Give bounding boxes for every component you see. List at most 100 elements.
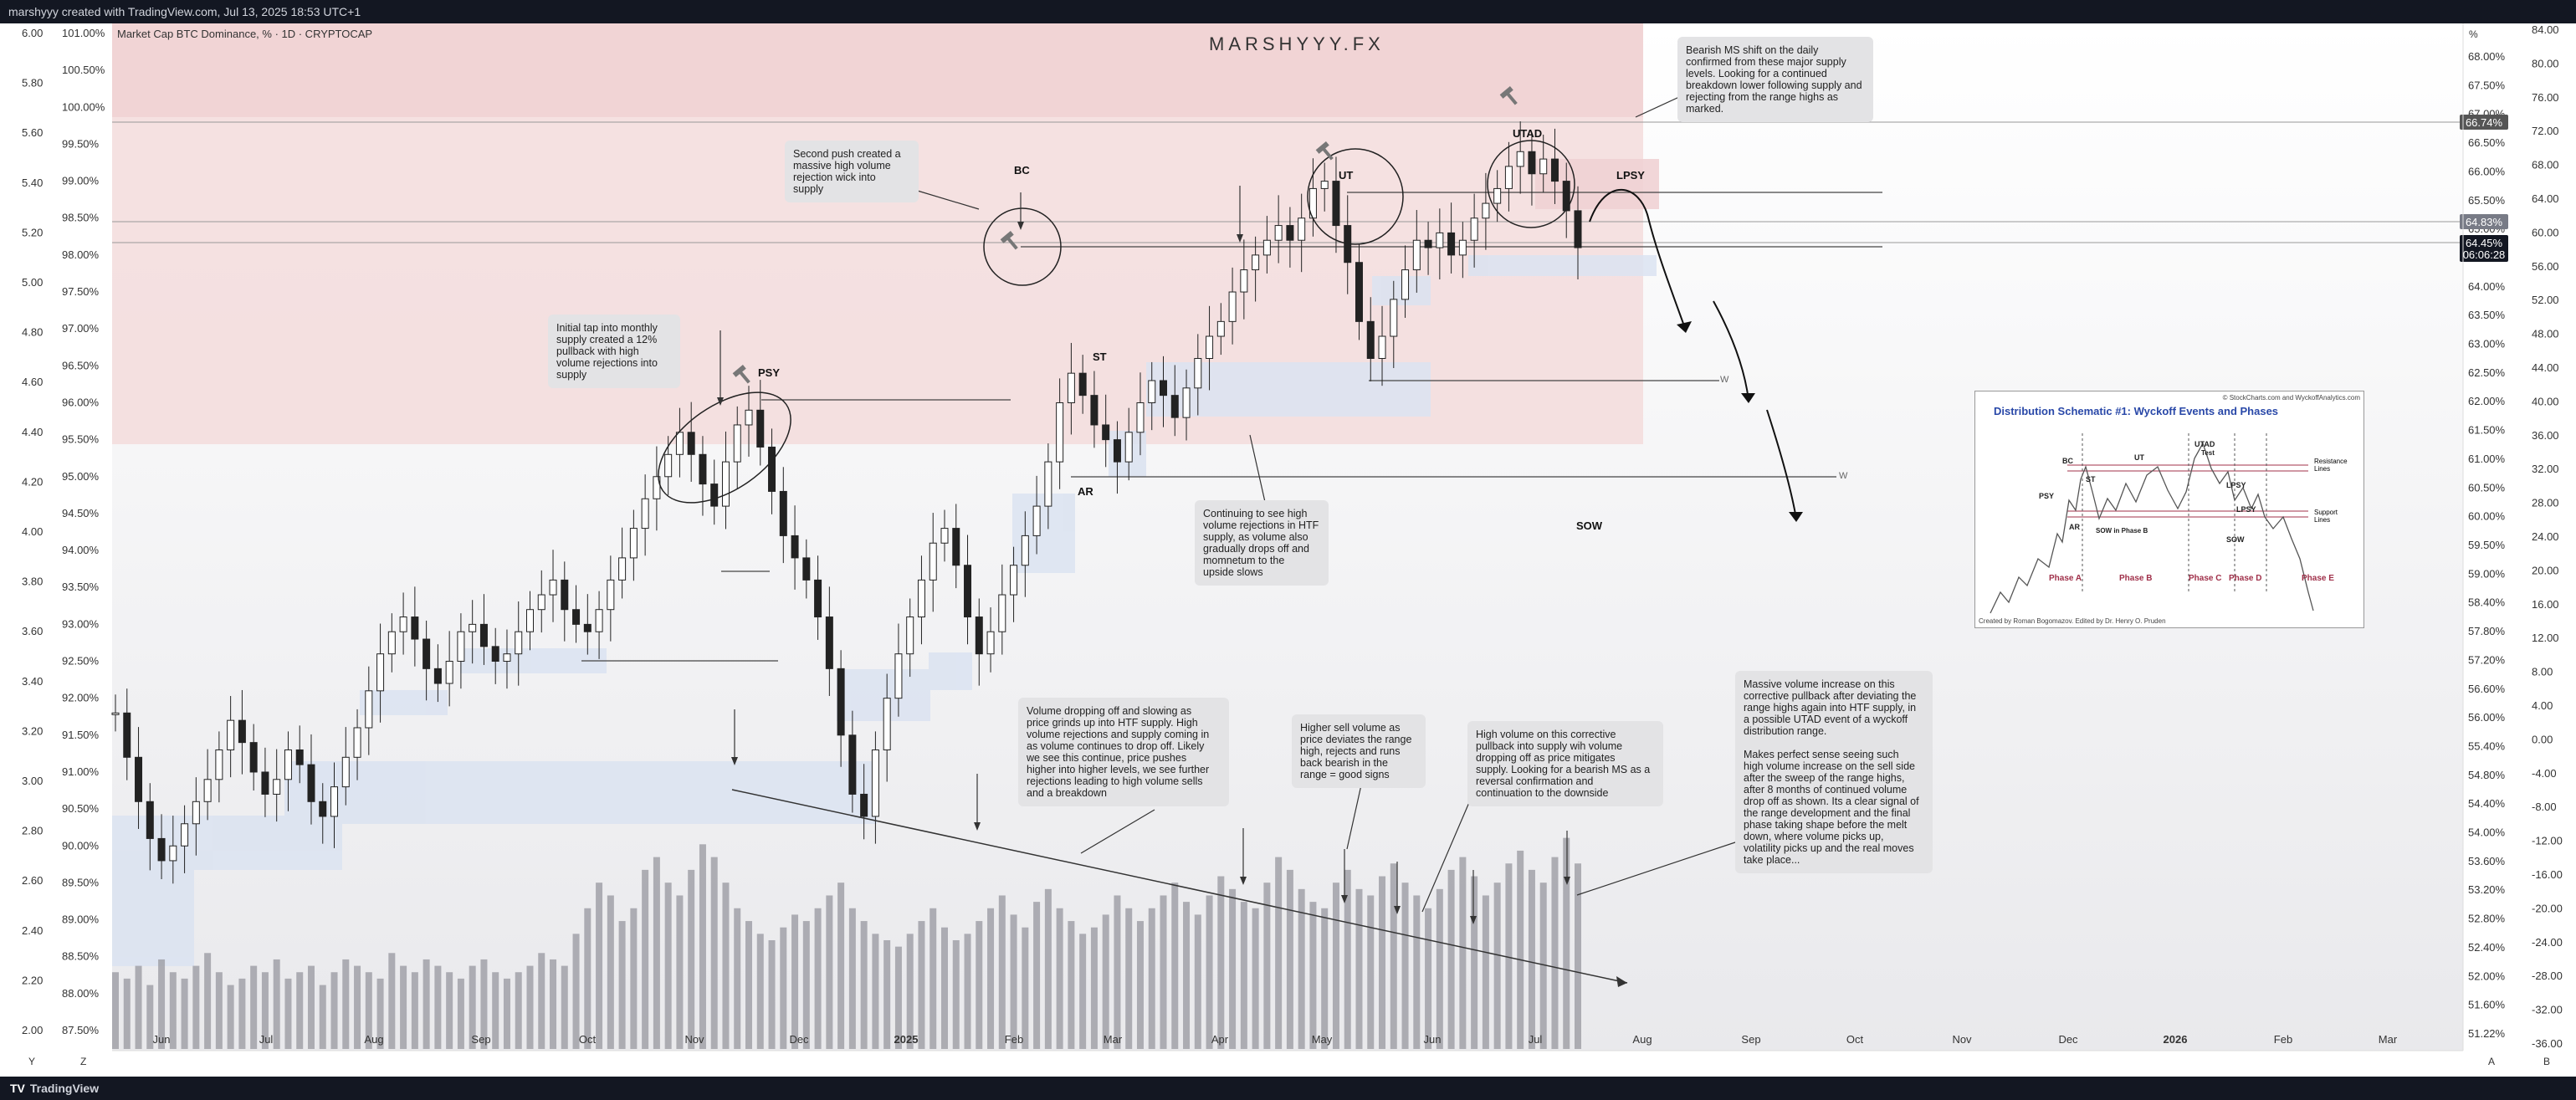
- right-axis-2-tick: 80.00: [2532, 57, 2559, 69]
- x-tick-label: Nov: [684, 1033, 704, 1046]
- volume-trendline: [731, 789, 1628, 984]
- candle: [1078, 355, 1087, 414]
- candle: [986, 607, 995, 673]
- volume-bar: [814, 908, 822, 1049]
- right-axis-1-tick: 58.40%: [2468, 596, 2506, 609]
- left-axis-2-tick: 88.00%: [62, 987, 100, 1000]
- volume-bar: [642, 869, 649, 1049]
- note-continuing: Continuing to see high volume rejections…: [1195, 500, 1329, 586]
- x-tick-label: Nov: [1952, 1033, 1972, 1046]
- price-tag: 66.74%: [2460, 115, 2508, 130]
- candle: [1136, 372, 1145, 456]
- left-axis-1-tick: 3.20: [22, 724, 43, 737]
- left-axis-2-tick: 93.00%: [62, 617, 100, 630]
- volume-bar: [296, 972, 304, 1049]
- candle: [537, 570, 545, 633]
- candle: [871, 731, 879, 844]
- svg-text:06:06:28: 06:06:28: [2463, 248, 2506, 261]
- schem-phase-e: Phase E: [2302, 574, 2334, 583]
- volume-bar: [1010, 914, 1017, 1049]
- right-axis-1-tick: 63.00%: [2468, 338, 2506, 350]
- label-w1: W: [1720, 375, 1729, 385]
- candle: [1182, 369, 1191, 441]
- volume-bar: [837, 883, 845, 1049]
- candle: [1252, 236, 1260, 302]
- note-initial-tap: Initial tap into monthly supply created …: [548, 315, 680, 388]
- note-bearish-ms: Bearish MS shift on the daily confirmed …: [1677, 37, 1873, 122]
- volume-bar: [676, 895, 684, 1049]
- candle: [929, 513, 937, 612]
- right-axis-1-tick: 60.00%: [2468, 510, 2506, 523]
- candle: [952, 504, 960, 589]
- candle: [203, 749, 212, 821]
- label-w2: W: [1839, 471, 1848, 481]
- volume-bar: [550, 959, 557, 1049]
- schem-phase-a: Phase A: [2049, 574, 2082, 583]
- candle: [1056, 378, 1064, 489]
- volume-bar: [411, 972, 418, 1049]
- volume-bar: [1160, 895, 1167, 1049]
- right-axis-2-tick: 28.00: [2532, 497, 2559, 509]
- left-axis-1-tick: 3.60: [22, 625, 43, 637]
- candle: [964, 535, 972, 645]
- projection-path: [1589, 188, 1797, 519]
- candle: [618, 527, 627, 599]
- right-axis-2-tick: -12.00: [2532, 835, 2563, 847]
- x-tick-label: Aug: [1632, 1033, 1652, 1046]
- volume-bar: [1044, 888, 1052, 1049]
- candle: [423, 620, 431, 701]
- right-axis-1-tick: 56.00%: [2468, 711, 2506, 724]
- candle: [445, 631, 453, 707]
- volume-bar: [1090, 927, 1098, 1049]
- right-axis-1-tick: 53.20%: [2468, 883, 2506, 896]
- candle: [791, 505, 799, 590]
- candle: [721, 431, 730, 530]
- volume-bar: [883, 940, 891, 1049]
- candle: [745, 386, 753, 457]
- volume-bar: [745, 921, 753, 1049]
- left-axis-2-tick: 92.00%: [62, 692, 100, 704]
- volume-bar: [250, 965, 258, 1049]
- note-volume-dropping: Volume dropping off and slowing as price…: [1018, 698, 1229, 806]
- left-axis-1-tick: 3.80: [22, 576, 43, 588]
- candle: [1102, 394, 1110, 468]
- volume-bar: [1229, 888, 1237, 1049]
- volume-bar: [1183, 902, 1191, 1049]
- tradingview-logo[interactable]: TV TradingView: [10, 1082, 100, 1095]
- volume-bar: [860, 921, 868, 1049]
- volume-bar: [688, 869, 695, 1049]
- right-axis-2: 84.00 80.00 76.00 72.00 68.00 64.00 60.00 56.00…: [2532, 23, 2563, 1050]
- volume-bar: [492, 972, 499, 1049]
- candle: [1412, 210, 1421, 293]
- price-tags: 66.74% 64.83% 64.45%06:06:28: [2460, 115, 2508, 262]
- watermark: MARSHYYY.FX: [1209, 33, 1385, 54]
- volume-bar: [434, 965, 442, 1049]
- volume-bar: [791, 914, 799, 1049]
- note-second-push: Second push created a massive high volum…: [785, 141, 919, 202]
- x-tick-label: Jun: [1424, 1033, 1442, 1046]
- volume-bar: [400, 965, 407, 1049]
- left-axis-2-tick: 99.00%: [62, 175, 100, 187]
- volume-bar: [1528, 869, 1535, 1049]
- volume-bar: [307, 965, 315, 1049]
- candle: [1574, 186, 1582, 280]
- right-axis-2-tick: 8.00: [2532, 666, 2553, 678]
- label-bc: BC: [1014, 164, 1030, 177]
- volume-bar: [480, 959, 488, 1049]
- volume-bar: [192, 965, 200, 1049]
- volume-bars: [112, 837, 1581, 1049]
- volume-bar: [319, 985, 326, 1049]
- schematic-credit-bottom: Created by Roman Bogomazov. Edited by Dr…: [1979, 617, 2166, 625]
- left-axis-1-tick: 4.80: [22, 326, 43, 339]
- volume-bar: [526, 965, 534, 1049]
- left-axis-2-tick: 97.50%: [62, 285, 100, 298]
- volume-bar: [607, 895, 614, 1049]
- candle: [940, 509, 949, 562]
- candle: [860, 764, 868, 840]
- right-axis-1-tick: 66.00%: [2468, 165, 2506, 177]
- volume-bar: [1263, 883, 1271, 1049]
- candle: [1366, 297, 1375, 381]
- left-axis-2-tick: 96.00%: [62, 396, 100, 408]
- right-axis-1-tick: 64.00%: [2468, 280, 2506, 293]
- svg-text:64.83%: 64.83%: [2466, 216, 2503, 228]
